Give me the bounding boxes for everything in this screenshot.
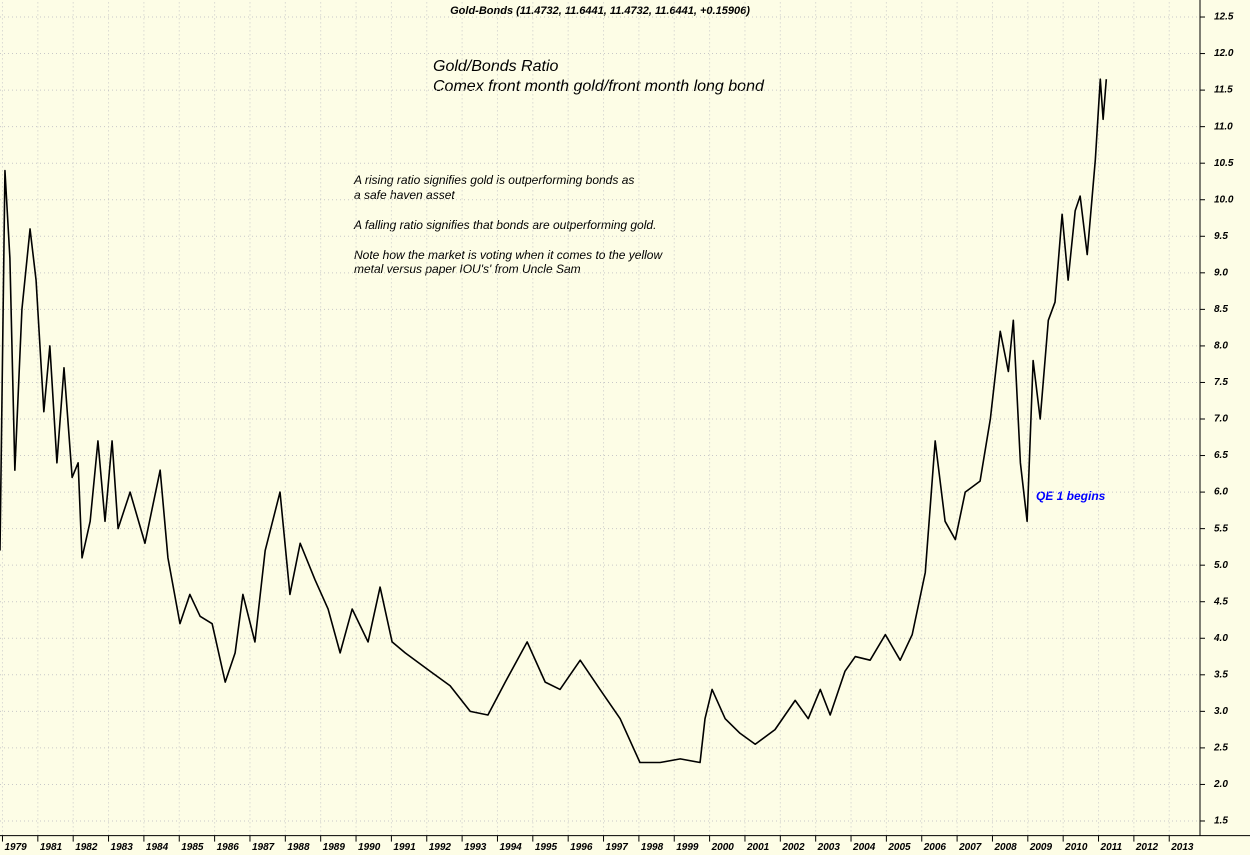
x-tick-label: 2006 [923, 842, 947, 853]
y-tick-label: 9.5 [1214, 231, 1228, 242]
data-line [0, 78, 1108, 764]
y-tick-label: 6.5 [1214, 450, 1228, 461]
x-tick-label: 1991 [393, 842, 416, 853]
x-tick-label: 1985 [181, 842, 204, 853]
x-tick-label: 1992 [429, 842, 452, 853]
x-tick-label: 2007 [958, 842, 982, 853]
y-tick-label: 3.0 [1214, 706, 1228, 717]
y-tick-label: 11.5 [1214, 85, 1233, 96]
x-tick-label: 1984 [146, 842, 169, 853]
note: a safe haven asset [354, 188, 455, 202]
x-tick-label: 2012 [1135, 842, 1159, 853]
x-tick-label: 2009 [1029, 842, 1053, 853]
y-tick-label: 2.0 [1213, 779, 1228, 790]
x-tick-label: 2005 [887, 842, 911, 853]
y-tick-label: 11.0 [1214, 121, 1233, 132]
x-tick-label: 2010 [1064, 842, 1088, 853]
y-tick-label: 10.5 [1214, 158, 1234, 169]
y-tick-label: 4.0 [1213, 633, 1228, 644]
y-tick-label: 1.5 [1214, 816, 1228, 827]
x-tick-label: 1990 [358, 842, 381, 853]
x-tick-label: 1996 [570, 842, 593, 853]
x-tick-label: 1987 [252, 842, 275, 853]
x-tick-label: 1982 [75, 842, 98, 853]
note: Note how the market is voting when it co… [354, 248, 663, 262]
y-tick-label: 2.5 [1213, 743, 1228, 754]
x-tick-label: 1983 [111, 842, 134, 853]
y-tick-label: 7.0 [1214, 414, 1228, 425]
chart-subtitle: Comex front month gold/front month long … [433, 78, 765, 95]
y-tick-label: 10.0 [1214, 194, 1234, 205]
x-tick-label: 2011 [1100, 842, 1123, 853]
y-tick-label: 6.0 [1214, 487, 1228, 498]
y-tick-label: 9.0 [1214, 267, 1228, 278]
x-tick-label: 1979 [4, 842, 27, 853]
y-tick-label: 5.0 [1214, 560, 1228, 571]
y-tick-label: 5.5 [1214, 523, 1228, 534]
x-tick-label: 1994 [499, 842, 522, 853]
y-tick-label: 12.0 [1214, 48, 1234, 59]
y-tick-label: 7.5 [1214, 377, 1228, 388]
y-tick-label: 8.5 [1214, 304, 1228, 315]
y-tick-label: 12.5 [1214, 12, 1234, 23]
y-tick-label: 8.0 [1214, 341, 1228, 352]
note: metal versus paper IOU's' from Uncle Sam [354, 262, 581, 276]
x-tick-label: 1993 [464, 842, 487, 853]
note: A rising ratio signifies gold is outperf… [353, 173, 634, 187]
y-tick-label: 4.5 [1213, 596, 1228, 607]
annotation: QE 1 begins [1036, 489, 1106, 503]
x-tick-label: 2004 [852, 842, 876, 853]
x-tick-label: 1988 [287, 842, 310, 853]
x-tick-label: 1999 [676, 842, 699, 853]
x-tick-label: 1989 [323, 842, 346, 853]
x-tick-label: 2008 [993, 842, 1017, 853]
note: A falling ratio signifies that bonds are… [353, 218, 656, 232]
x-tick-label: 2013 [1170, 842, 1194, 853]
chart-title: Gold/Bonds Ratio [433, 58, 559, 75]
x-tick-label: 1986 [217, 842, 240, 853]
x-tick-label: 1995 [535, 842, 558, 853]
x-tick-label: 2003 [817, 842, 841, 853]
x-tick-label: 1981 [40, 842, 63, 853]
x-tick-label: 1997 [606, 842, 629, 853]
x-tick-label: 2000 [711, 842, 735, 853]
x-tick-label: 2002 [781, 842, 805, 853]
chart-header: Gold-Bonds (11.4732, 11.6441, 11.4732, 1… [450, 5, 750, 17]
x-tick-label: 1998 [641, 842, 664, 853]
y-tick-label: 3.5 [1214, 669, 1228, 680]
x-tick-label: 2001 [746, 842, 770, 853]
